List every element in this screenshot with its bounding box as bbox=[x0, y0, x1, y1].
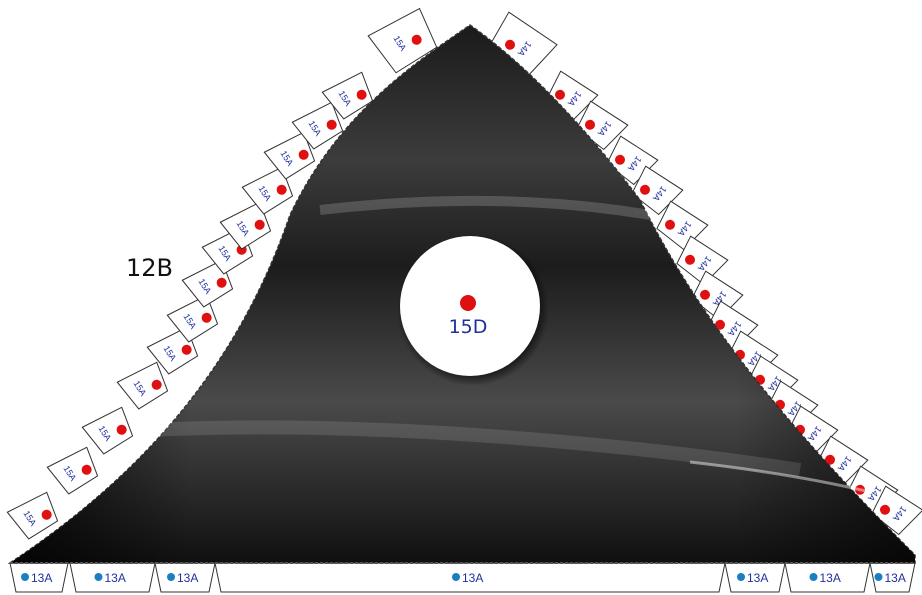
left-tab: 15A bbox=[321, 71, 374, 120]
left-tab-red-dot bbox=[326, 119, 337, 130]
right-tab-red-dot bbox=[715, 319, 726, 330]
right-tab-red-dot bbox=[640, 184, 651, 195]
center-label: 15D bbox=[449, 316, 488, 338]
bottom-tab: 13A bbox=[154, 562, 216, 593]
bottom-tab-label: 13A bbox=[820, 571, 841, 585]
bottom-tab-label: 13A bbox=[747, 571, 768, 585]
left-tab: 15A bbox=[291, 101, 344, 150]
right-tab-red-dot bbox=[685, 254, 696, 265]
bottom-tab: 13A bbox=[9, 562, 69, 593]
left-tab-red-dot bbox=[81, 464, 92, 475]
bottom-tab: 13A bbox=[214, 562, 726, 593]
bottom-tab-blue-dot bbox=[737, 573, 745, 581]
left-tab: 15A bbox=[46, 446, 99, 495]
right-tab-red-dot bbox=[505, 39, 516, 50]
left-tab: 15A bbox=[241, 166, 294, 215]
bottom-tab-blue-dot bbox=[874, 573, 883, 581]
left-tab-red-dot bbox=[151, 379, 162, 390]
right-tab-red-dot bbox=[555, 89, 566, 100]
right-tab-red-dot bbox=[665, 219, 676, 230]
left-tab-red-dot bbox=[298, 149, 309, 160]
left-tab-red-dot bbox=[216, 277, 227, 288]
left-tab-red-dot bbox=[356, 89, 367, 100]
right-tab-red-dot bbox=[700, 289, 711, 300]
sheen-streak bbox=[149, 420, 802, 477]
left-tab: 15A bbox=[146, 326, 199, 375]
bottom-tab: 13A bbox=[869, 562, 916, 593]
bottom-tab-blue-dot bbox=[452, 573, 460, 581]
left-tab: 15A bbox=[81, 406, 134, 455]
sheen-streak bbox=[319, 195, 651, 220]
left-tab: 15A bbox=[6, 491, 59, 540]
left-tab: 15A bbox=[166, 294, 219, 343]
bottom-tab-label: 13A bbox=[105, 571, 126, 585]
sheen-streak bbox=[689, 460, 871, 494]
left-tab-red-dot bbox=[41, 509, 52, 520]
left-tab-red-dot bbox=[181, 344, 192, 355]
bottom-tab-group: 13A 13A 13A 13A 13A 13A 13A bbox=[9, 562, 916, 593]
bottom-tab-blue-dot bbox=[167, 573, 175, 581]
left-tab-red-dot bbox=[201, 312, 212, 323]
right-tab-red-dot bbox=[880, 504, 891, 515]
center-red-dot bbox=[460, 295, 476, 311]
left-tab: 15A bbox=[181, 259, 234, 308]
right-tab-red-dot bbox=[825, 454, 836, 465]
side-label: 12B bbox=[126, 254, 173, 282]
left-tab: 15A bbox=[367, 7, 438, 74]
bottom-tab: 13A bbox=[69, 562, 156, 593]
bottom-tab-label: 13A bbox=[177, 571, 198, 585]
left-tab-red-dot bbox=[276, 184, 287, 195]
left-tab: 15A bbox=[263, 131, 316, 180]
right-tab-red-dot bbox=[615, 154, 626, 165]
bottom-tab-label: 13A bbox=[31, 571, 52, 585]
bottom-tab-blue-dot bbox=[809, 573, 818, 581]
right-tab-red-dot bbox=[585, 119, 596, 130]
bottom-tab-blue-dot bbox=[94, 573, 103, 581]
bottom-tab-label: 13A bbox=[885, 571, 906, 585]
left-tab-red-dot bbox=[116, 424, 127, 435]
left-tab-group: 15A15A15A15A15A15A15A15A15A15A15A15A15A1… bbox=[6, 7, 438, 540]
left-tab-red-dot bbox=[254, 219, 265, 230]
left-tab: 15A bbox=[116, 361, 169, 410]
bottom-tab-blue-dot bbox=[21, 573, 29, 581]
right-tab-red-dot bbox=[855, 484, 866, 495]
right-tab: 14A bbox=[871, 485, 922, 536]
bottom-tab-label: 13A bbox=[462, 571, 483, 585]
left-tab: 15A bbox=[219, 201, 272, 250]
bottom-tab: 13A bbox=[784, 562, 871, 593]
left-tab-red-dot bbox=[411, 34, 422, 45]
bottom-tab: 13A bbox=[724, 562, 786, 593]
